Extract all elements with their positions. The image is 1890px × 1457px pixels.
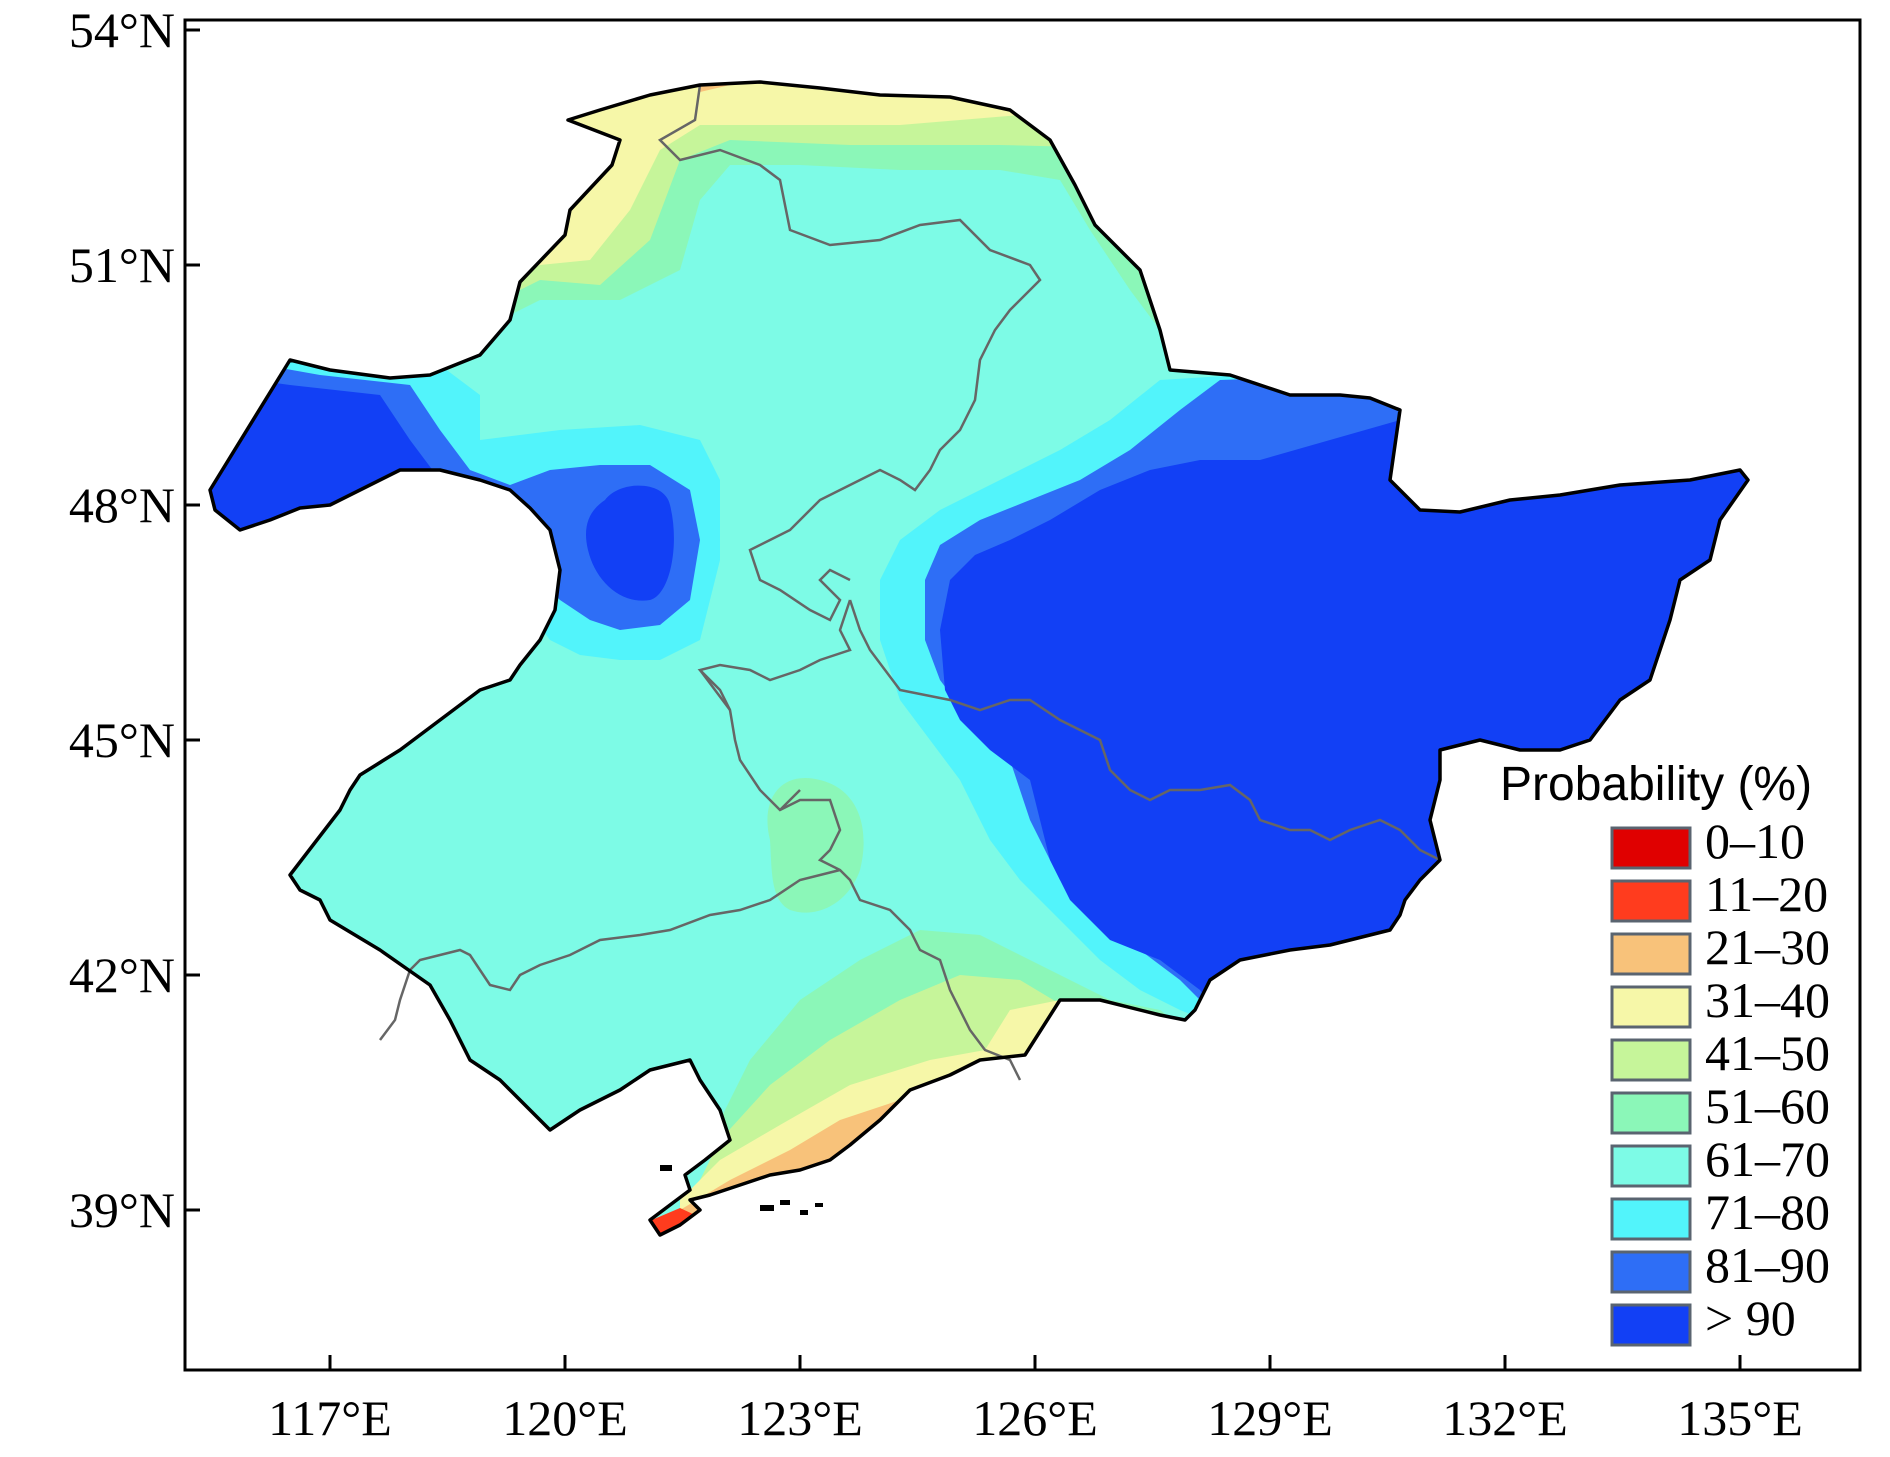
y-tick-label: 45°N [69,712,175,768]
legend-label: 51–60 [1705,1078,1830,1134]
y-axis-ticks [185,28,200,1212]
legend-label: 71–80 [1705,1184,1830,1240]
legend-swatch [1610,1144,1692,1188]
legend-swatch [1610,826,1692,870]
class-gt90-west-core [585,485,674,601]
legend-label: 21–30 [1705,919,1830,975]
legend-swatch [1610,1197,1692,1241]
x-tick-label: 117°E [268,1390,392,1446]
legend-swatch [1610,1250,1692,1294]
x-tick-label: 129°E [1207,1390,1333,1446]
region-outline [208,80,1750,1237]
legend-label: 0–10 [1705,813,1805,869]
legend-swatch [1610,1091,1692,1135]
class-51-60-central-patch [767,778,864,913]
legend-swatch [1610,985,1692,1029]
x-tick-label: 135°E [1677,1390,1803,1446]
islands [660,1165,823,1215]
x-axis-ticks [328,1355,1742,1370]
y-tick-label: 48°N [69,477,175,533]
y-tick-label: 54°N [69,2,175,58]
x-axis-labels: 117°E 120°E 123°E 126°E 129°E 132°E 135°… [268,1390,1803,1446]
legend-label: 31–40 [1705,972,1830,1028]
legend-label: > 90 [1705,1290,1796,1346]
legend-label: 41–50 [1705,1025,1830,1081]
y-tick-label: 39°N [69,1182,175,1238]
legend-label: 61–70 [1705,1131,1830,1187]
x-tick-label: 123°E [737,1390,863,1446]
x-tick-label: 132°E [1442,1390,1568,1446]
legend-title: Probability (%) [1500,758,1812,811]
y-tick-label: 42°N [69,947,175,1003]
legend: Probability (%) 0–10 11–20 21–30 31–40 4… [1500,758,1830,1347]
legend-swatch [1610,1038,1692,1082]
x-tick-label: 120°E [502,1390,628,1446]
legend-swatch [1610,1303,1692,1347]
y-tick-label: 51°N [69,237,175,293]
x-tick-label: 126°E [972,1390,1098,1446]
legend-swatch [1610,879,1692,923]
y-axis-labels: 54°N 51°N 48°N 45°N 42°N 39°N [69,2,175,1238]
class-31-40-north-band [480,82,1200,290]
legend-swatch [1610,932,1692,976]
province-boundaries [379,84,1441,1081]
legend-label: 11–20 [1705,866,1828,922]
legend-label: 81–90 [1705,1237,1830,1293]
